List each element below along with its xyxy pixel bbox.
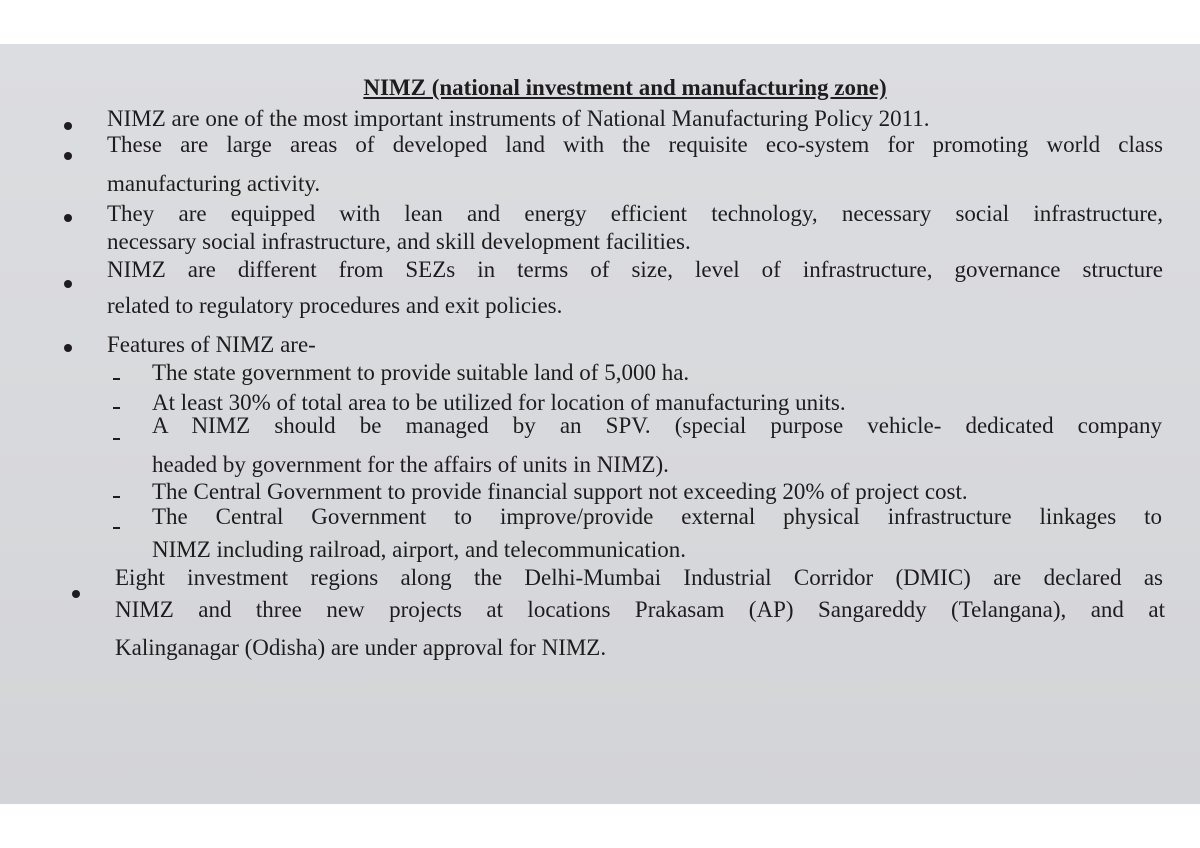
bullet-2-line-1: These are large areas of developed land … xyxy=(107,132,1163,157)
bullet-6-line-3: Kalinganagar (Odisha) are under approval… xyxy=(115,635,607,660)
bullet-icon xyxy=(64,214,72,222)
dash-icon xyxy=(113,527,120,529)
bullet-6-line-1: Eight investment regions along the Delhi… xyxy=(115,565,1163,590)
dash-icon xyxy=(113,407,120,409)
bullet-6-line-2: NIMZ and three new projects at locations… xyxy=(115,597,1165,622)
feature-5-line-2: NIMZ including railroad, airport, and te… xyxy=(152,537,686,562)
bullet-icon xyxy=(64,152,72,160)
bullet-4-line-1: NIMZ are different from SEZs in terms of… xyxy=(107,257,1163,282)
feature-5-line-1: The Central Government to improve/provid… xyxy=(152,504,1162,529)
feature-4-line-1: The Central Government to provide financ… xyxy=(152,479,968,504)
document-page xyxy=(0,44,1200,804)
bullet-4-line-2: related to regulatory procedures and exi… xyxy=(107,293,563,318)
bullet-icon xyxy=(64,280,72,288)
bullet-5-line-1: Features of NIMZ are- xyxy=(107,332,316,357)
bullet-icon xyxy=(72,590,80,598)
bullet-2-line-2: manufacturing activity. xyxy=(107,171,321,196)
feature-3-line-1: A NIMZ should be managed by an SPV. (spe… xyxy=(152,413,1162,438)
dash-icon xyxy=(113,496,120,498)
feature-3-line-2: headed by government for the affairs of … xyxy=(152,452,669,477)
bullet-3-line-1: They are equipped with lean and energy e… xyxy=(107,201,1163,226)
bullet-icon xyxy=(64,344,72,352)
dash-icon xyxy=(113,438,120,440)
bullet-icon xyxy=(64,122,72,130)
feature-1-line-1: The state government to provide suitable… xyxy=(152,360,690,385)
feature-2-line-1: At least 30% of total area to be utilize… xyxy=(152,390,846,415)
bullet-1-line-1: NIMZ are one of the most important instr… xyxy=(107,106,930,131)
dash-icon xyxy=(113,378,120,380)
document-title: NIMZ (national investment and manufactur… xyxy=(363,75,887,100)
bullet-3-line-2: necessary social infrastructure, and ski… xyxy=(107,229,691,254)
